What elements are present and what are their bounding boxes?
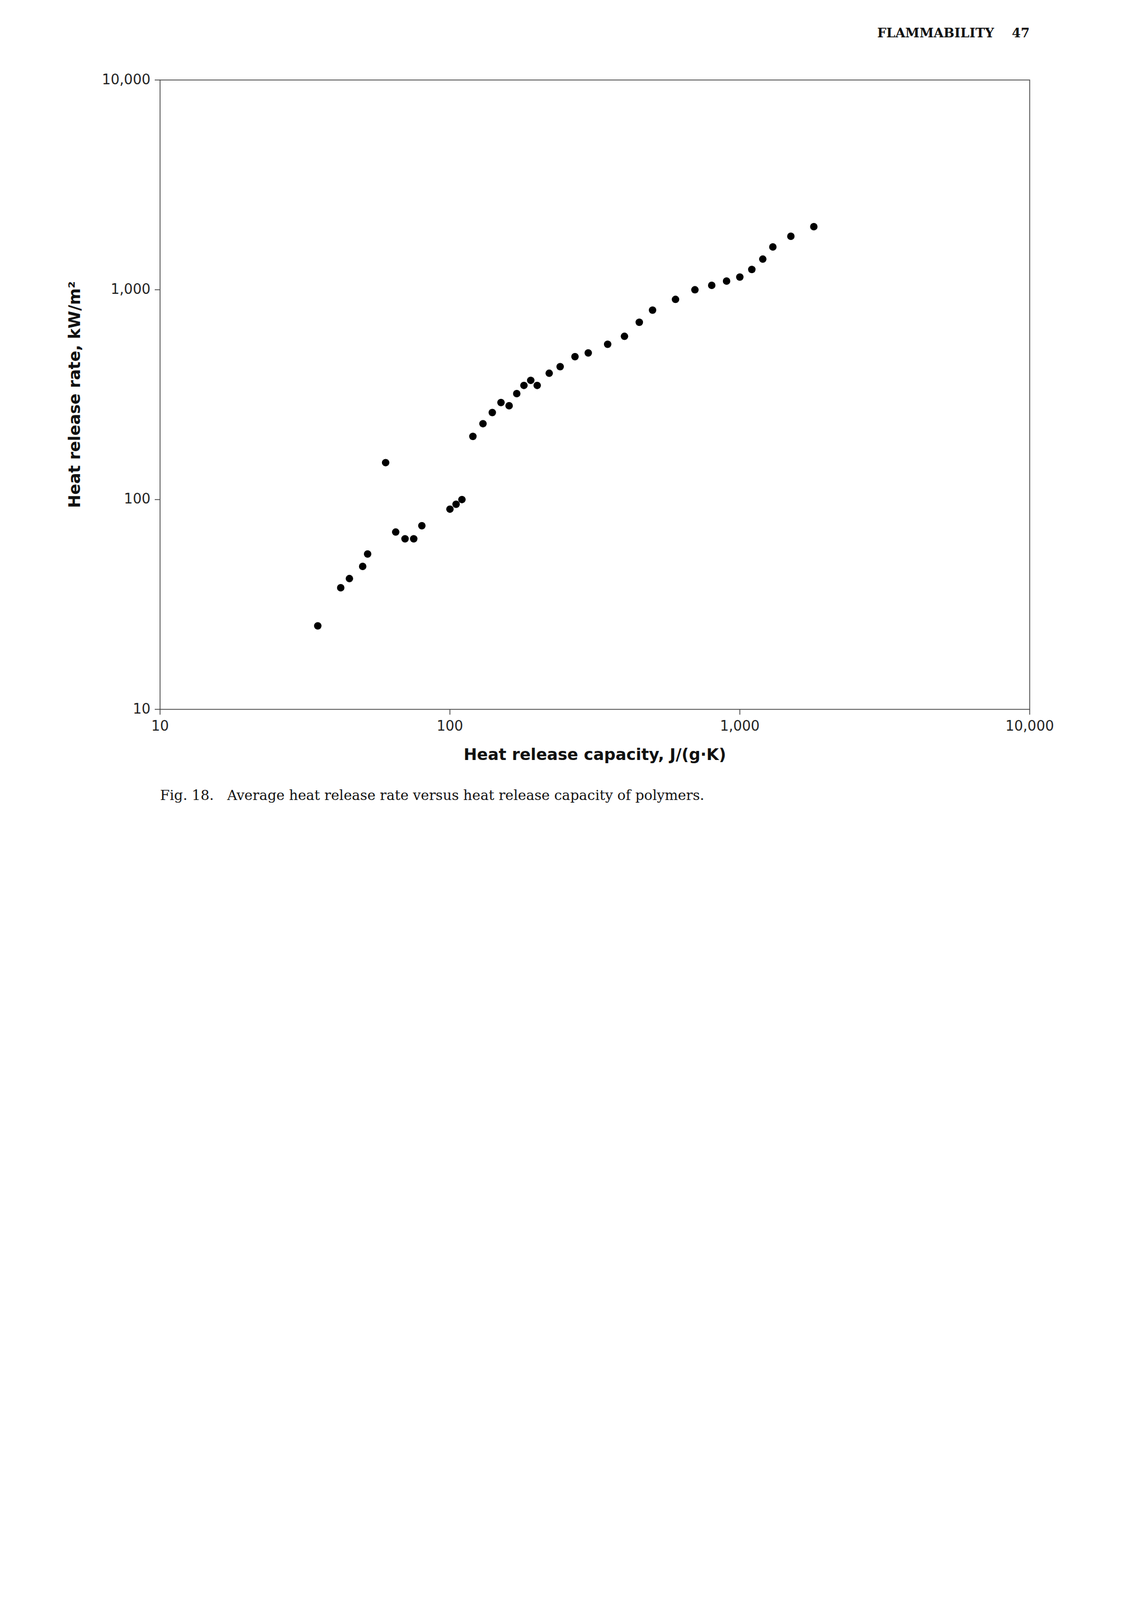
scatter-point [691, 285, 699, 294]
y-tick [154, 79, 161, 81]
scatter-point [446, 505, 454, 514]
scatter-point [363, 550, 372, 559]
scatter-point [401, 535, 409, 543]
scatter-point [635, 318, 643, 326]
x-tick-label: 10 [150, 718, 169, 735]
scatter-point [556, 363, 564, 371]
scatter-point [468, 432, 477, 441]
scatter-point [769, 243, 777, 251]
scatter-point [648, 306, 657, 314]
scatter-point [545, 369, 553, 378]
x-tick [739, 709, 741, 715]
scatter-point [620, 332, 628, 341]
x-tick [1029, 709, 1031, 715]
scatter-point [722, 277, 731, 285]
background [0, 0, 1122, 1600]
y-tick-label: 10,000 [101, 71, 151, 88]
y-axis-label: Heat release rate, kW/m² [65, 281, 84, 508]
points [314, 223, 818, 631]
scatter-point [707, 281, 716, 290]
scatter-point [458, 496, 466, 504]
scatter-point [337, 584, 345, 592]
scatter-point [359, 562, 367, 571]
scatter-point [409, 535, 418, 543]
x-axis-label: Heat release capacity, J/(g·K) [463, 745, 727, 765]
scatter-point [314, 622, 322, 630]
scatter-point [748, 265, 756, 274]
scatter-point [505, 402, 513, 410]
chart-title: Fig. 18. Average heat release rate versu… [160, 787, 705, 804]
scatter-point [418, 522, 426, 530]
scatter-point [603, 340, 612, 348]
scatter-point [382, 458, 390, 467]
x-tick-label: 1,000 [719, 718, 760, 735]
scatter-point [809, 223, 818, 231]
axes: 10 100 1,000 10,000 10 100 1,000 10,000 [101, 71, 1054, 735]
y-tick-label: 100 [123, 490, 151, 507]
scatter-point [571, 353, 579, 361]
scatter-point [479, 419, 487, 428]
y-tick-label: 10 [132, 701, 151, 718]
scatter-point [584, 349, 593, 357]
plot-frame [160, 80, 1030, 710]
page: 10 100 1,000 10,000 10 100 1,000 10,000 Heat rel… [0, 0, 1122, 1600]
x-tick [159, 709, 161, 715]
scatter-point [392, 528, 400, 537]
scatter-point [488, 408, 497, 417]
header-annotation: FLAMMABILITY 47 [877, 25, 1030, 41]
x-tick [449, 709, 451, 715]
scatter-point [513, 390, 521, 398]
y-tick [154, 709, 161, 711]
scatter-point [452, 500, 460, 508]
scatter-point [497, 399, 505, 407]
scatter-point [520, 382, 528, 390]
x-tick-label: 100 [436, 718, 464, 735]
y-tick-label: 1,000 [110, 281, 151, 298]
scatter-point [345, 575, 354, 583]
scatter-point [736, 273, 744, 281]
scatter-point [533, 382, 541, 390]
y-tick [154, 499, 161, 501]
scatter-point [759, 255, 767, 264]
scatter-point [786, 232, 795, 241]
scatter-point [527, 376, 535, 385]
x-tick-label: 10,000 [1005, 718, 1055, 735]
y-tick [154, 289, 161, 291]
scatter-point [671, 295, 680, 304]
